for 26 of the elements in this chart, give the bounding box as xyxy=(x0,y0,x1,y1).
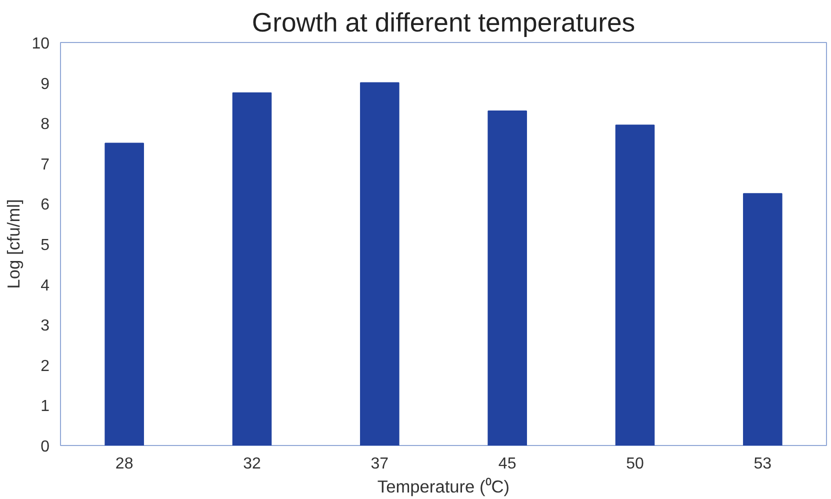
y-tick-label: 6 xyxy=(40,196,50,214)
y-tick-label: 2 xyxy=(40,358,50,375)
y-tick-label: 0 xyxy=(40,438,50,456)
x-tick-label: 28 xyxy=(115,456,134,472)
bar xyxy=(104,142,144,446)
y-axis-title: Log [cfu/ml] xyxy=(4,199,24,289)
bar xyxy=(488,110,527,446)
y-tick-label: 4 xyxy=(40,277,50,294)
y-tick-label: 8 xyxy=(40,116,50,134)
y-tick-label: 5 xyxy=(40,237,50,254)
y-tick-label: 10 xyxy=(32,36,50,52)
bar xyxy=(615,124,655,446)
bar xyxy=(232,92,272,446)
y-tick-label: 9 xyxy=(40,76,50,93)
x-axis-title: Temperature (⁰C) xyxy=(377,476,510,496)
y-tick-label: 7 xyxy=(40,156,50,174)
bar xyxy=(743,193,782,446)
y-tick-label: 1 xyxy=(40,398,50,416)
bar xyxy=(360,82,400,446)
x-tick-label: 45 xyxy=(498,456,516,472)
x-tick-label: 37 xyxy=(370,456,389,472)
x-tick-label: 50 xyxy=(626,456,644,472)
x-tick-label: 32 xyxy=(243,456,261,472)
x-tick-label: 53 xyxy=(754,456,772,472)
y-tick-label: 3 xyxy=(40,318,50,335)
chart-title: Growth at different temperatures xyxy=(252,8,636,38)
